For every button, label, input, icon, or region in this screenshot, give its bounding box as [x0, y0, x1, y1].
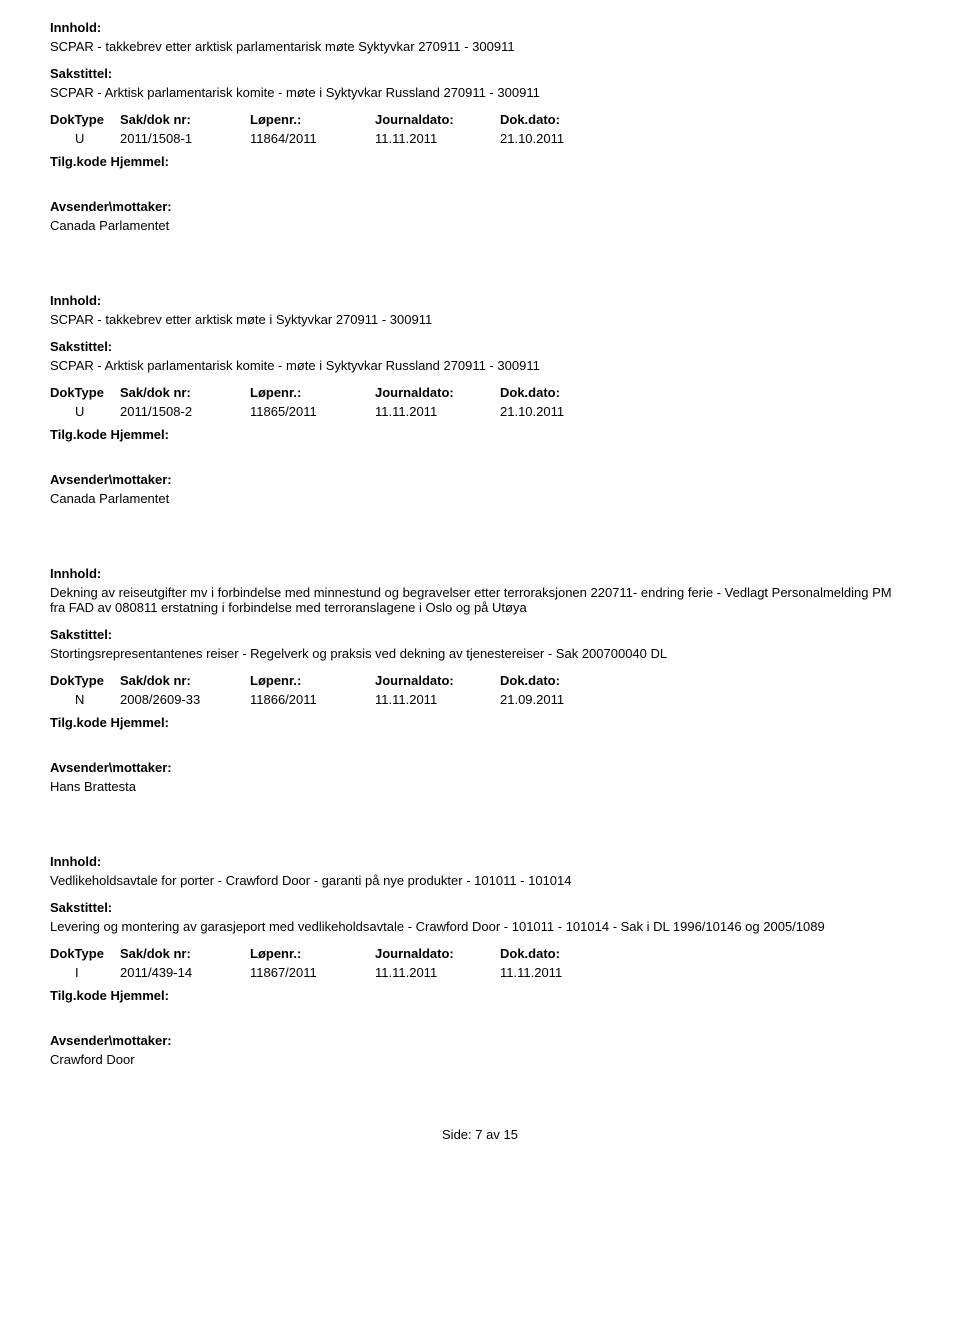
tilgkode-hjemmel-label: Tilg.kode Hjemmel: — [50, 715, 910, 730]
dokdato-header: Dok.dato: — [500, 673, 620, 688]
table-header-row: DokType Sak/dok nr: Løpenr.: Journaldato… — [50, 385, 910, 400]
journaldato-value: 11.11.2011 — [375, 404, 500, 419]
tilgkode-hjemmel-label: Tilg.kode Hjemmel: — [50, 988, 910, 1003]
journaldato-value: 11.11.2011 — [375, 692, 500, 707]
lopenr-value: 11866/2011 — [250, 692, 375, 707]
dokdato-header: Dok.dato: — [500, 946, 620, 961]
innhold-text: SCPAR - takkebrev etter arktisk parlamen… — [50, 39, 910, 54]
sakdok-value: 2011/1508-1 — [120, 131, 250, 146]
innhold-text: Dekning av reiseutgifter mv i forbindels… — [50, 585, 910, 615]
dokdato-value: 21.10.2011 — [500, 131, 620, 146]
side-label: Side: — [442, 1127, 472, 1142]
lopenr-header: Løpenr.: — [250, 673, 375, 688]
table-header-row: DokType Sak/dok nr: Løpenr.: Journaldato… — [50, 673, 910, 688]
journal-record: Innhold: Dekning av reiseutgifter mv i f… — [50, 566, 910, 794]
doktype-value: I — [50, 965, 120, 980]
table-data-row: U 2011/1508-2 11865/2011 11.11.2011 21.1… — [50, 404, 910, 419]
table-header-row: DokType Sak/dok nr: Løpenr.: Journaldato… — [50, 946, 910, 961]
doktype-header: DokType — [50, 112, 120, 127]
sakstittel-label: Sakstittel: — [50, 900, 910, 915]
page-footer: Side: 7 av 15 — [50, 1127, 910, 1142]
doktype-header: DokType — [50, 673, 120, 688]
dokdato-value: 21.10.2011 — [500, 404, 620, 419]
dokdato-value: 11.11.2011 — [500, 965, 620, 980]
av-label: av — [486, 1127, 500, 1142]
sakstittel-label: Sakstittel: — [50, 66, 910, 81]
sakstittel-text: SCPAR - Arktisk parlamentarisk komite - … — [50, 85, 910, 100]
sakdok-value: 2011/1508-2 — [120, 404, 250, 419]
table-data-row: U 2011/1508-1 11864/2011 11.11.2011 21.1… — [50, 131, 910, 146]
sakstittel-label: Sakstittel: — [50, 627, 910, 642]
journaldato-header: Journaldato: — [375, 673, 500, 688]
page-number: 7 — [475, 1127, 482, 1142]
sakdok-header: Sak/dok nr: — [120, 385, 250, 400]
table-data-row: N 2008/2609-33 11866/2011 11.11.2011 21.… — [50, 692, 910, 707]
lopenr-header: Løpenr.: — [250, 385, 375, 400]
doktype-header: DokType — [50, 385, 120, 400]
journaldato-value: 11.11.2011 — [375, 131, 500, 146]
lopenr-header: Løpenr.: — [250, 112, 375, 127]
tilgkode-hjemmel-label: Tilg.kode Hjemmel: — [50, 427, 910, 442]
table-data-row: I 2011/439-14 11867/2011 11.11.2011 11.1… — [50, 965, 910, 980]
lopenr-header: Løpenr.: — [250, 946, 375, 961]
journal-record: Innhold: SCPAR - takkebrev etter arktisk… — [50, 293, 910, 506]
innhold-text: SCPAR - takkebrev etter arktisk møte i S… — [50, 312, 910, 327]
avsender-text: Crawford Door — [50, 1052, 910, 1067]
lopenr-value: 11865/2011 — [250, 404, 375, 419]
sakdok-header: Sak/dok nr: — [120, 112, 250, 127]
table-header-row: DokType Sak/dok nr: Løpenr.: Journaldato… — [50, 112, 910, 127]
doktype-value: U — [50, 131, 120, 146]
innhold-label: Innhold: — [50, 293, 910, 308]
dokdato-header: Dok.dato: — [500, 112, 620, 127]
avsender-text: Hans Brattesta — [50, 779, 910, 794]
sakstittel-label: Sakstittel: — [50, 339, 910, 354]
lopenr-value: 11864/2011 — [250, 131, 375, 146]
avsender-label: Avsender\mottaker: — [50, 760, 910, 775]
tilgkode-hjemmel-label: Tilg.kode Hjemmel: — [50, 154, 910, 169]
doktype-header: DokType — [50, 946, 120, 961]
journaldato-value: 11.11.2011 — [375, 965, 500, 980]
innhold-label: Innhold: — [50, 20, 910, 35]
innhold-label: Innhold: — [50, 854, 910, 869]
lopenr-value: 11867/2011 — [250, 965, 375, 980]
dokdato-value: 21.09.2011 — [500, 692, 620, 707]
journaldato-header: Journaldato: — [375, 112, 500, 127]
avsender-text: Canada Parlamentet — [50, 491, 910, 506]
avsender-label: Avsender\mottaker: — [50, 199, 910, 214]
sakstittel-text: Levering og montering av garasjeport med… — [50, 919, 910, 934]
sakstittel-text: SCPAR - Arktisk parlamentarisk komite - … — [50, 358, 910, 373]
avsender-label: Avsender\mottaker: — [50, 1033, 910, 1048]
sakdok-header: Sak/dok nr: — [120, 673, 250, 688]
doktype-value: N — [50, 692, 120, 707]
avsender-text: Canada Parlamentet — [50, 218, 910, 233]
sakdok-value: 2008/2609-33 — [120, 692, 250, 707]
total-pages: 15 — [504, 1127, 518, 1142]
dokdato-header: Dok.dato: — [500, 385, 620, 400]
innhold-label: Innhold: — [50, 566, 910, 581]
journal-record: Innhold: Vedlikeholdsavtale for porter -… — [50, 854, 910, 1067]
doktype-value: U — [50, 404, 120, 419]
avsender-label: Avsender\mottaker: — [50, 472, 910, 487]
journaldato-header: Journaldato: — [375, 946, 500, 961]
sakdok-value: 2011/439-14 — [120, 965, 250, 980]
journal-record: Innhold: SCPAR - takkebrev etter arktisk… — [50, 20, 910, 233]
journaldato-header: Journaldato: — [375, 385, 500, 400]
innhold-text: Vedlikeholdsavtale for porter - Crawford… — [50, 873, 910, 888]
sakstittel-text: Stortingsrepresentantenes reiser - Regel… — [50, 646, 910, 661]
sakdok-header: Sak/dok nr: — [120, 946, 250, 961]
